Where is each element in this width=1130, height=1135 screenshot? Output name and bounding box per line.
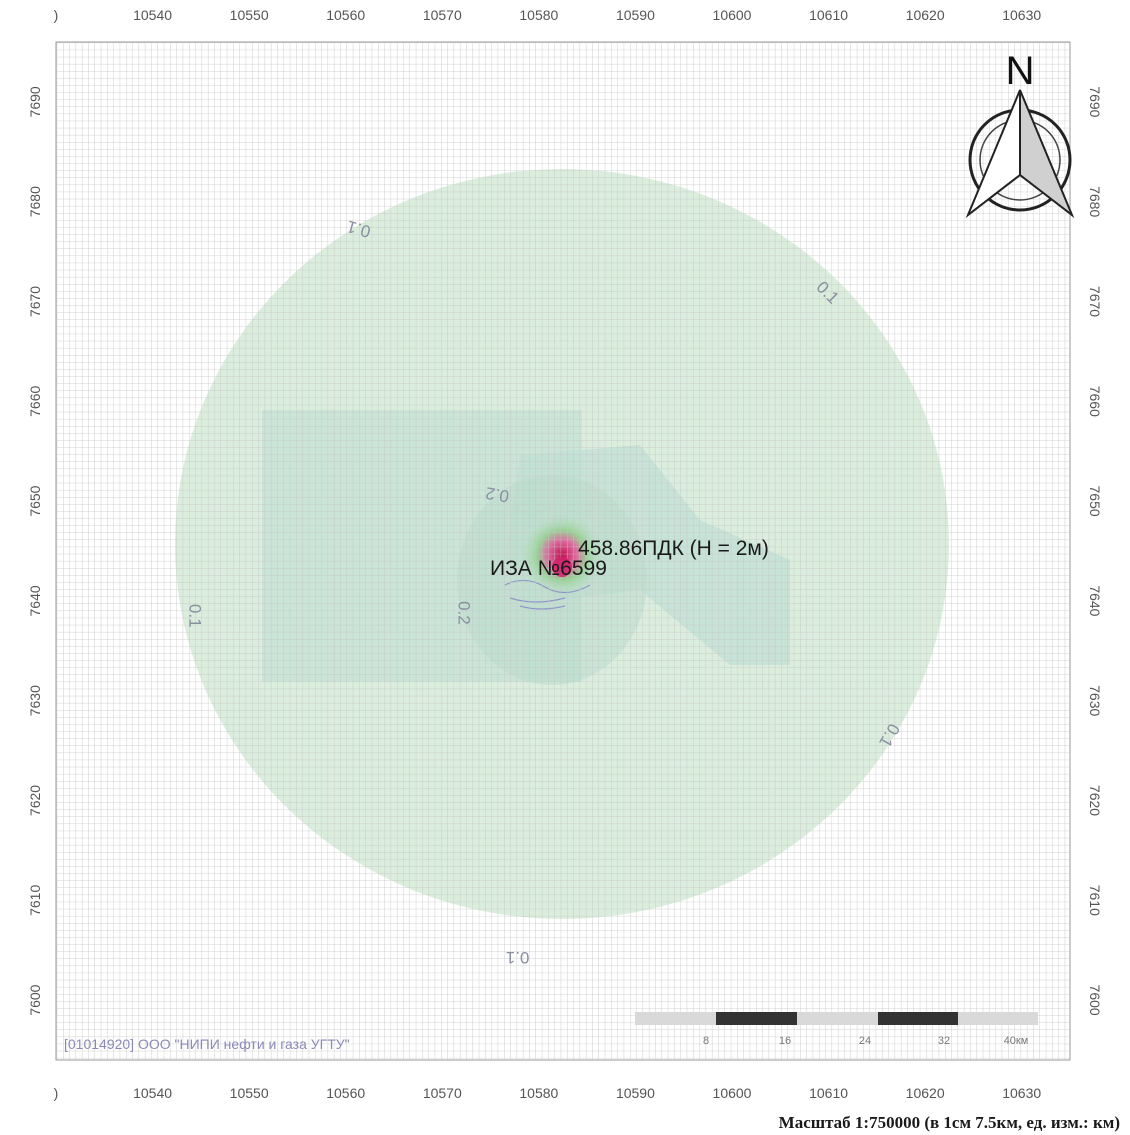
scale-tick-16: 16 bbox=[779, 1035, 791, 1047]
y-tick-right-label: 7610 bbox=[1087, 885, 1103, 916]
y-tick-right-label: 7600 bbox=[1087, 985, 1103, 1016]
x-tick-top-label: 10550 bbox=[230, 7, 269, 23]
x-tick-top-label: 10620 bbox=[906, 7, 945, 23]
y-tick-right-label: 7680 bbox=[1087, 186, 1103, 217]
north-arrow: N bbox=[965, 49, 1075, 219]
scale-segment-4 bbox=[878, 1012, 958, 1025]
x-tick-top-label: ) bbox=[54, 7, 59, 23]
y-tick-left-label: 7690 bbox=[27, 86, 43, 117]
contour-value-label: 0.1 bbox=[185, 604, 204, 628]
contour-value-label: 0.1 bbox=[506, 948, 530, 967]
y-tick-left-label: 7610 bbox=[27, 885, 43, 916]
x-tick-top-label: 10600 bbox=[713, 7, 752, 23]
y-tick-left-label: 7640 bbox=[27, 585, 43, 616]
x-axis-bottom: ) 10540 10550 10560 10570 10580 10590 10600 1061… bbox=[54, 1085, 1042, 1101]
x-tick-bottom-label: 10540 bbox=[133, 1085, 172, 1101]
y-tick-left-label: 7630 bbox=[27, 685, 43, 716]
y-tick-left-label: 7620 bbox=[27, 785, 43, 816]
scale-tick-32: 32 bbox=[938, 1035, 950, 1047]
scale-tick-40: 40км bbox=[1004, 1035, 1029, 1047]
x-tick-bottom-label: ) bbox=[54, 1085, 59, 1101]
scale-segment-3 bbox=[797, 1012, 878, 1025]
x-tick-top-label: 10590 bbox=[616, 7, 655, 23]
scale-caption: Масштаб 1:750000 (в 1см 7.5км, ед. изм.:… bbox=[779, 1113, 1120, 1132]
y-tick-left-label: 7660 bbox=[27, 386, 43, 417]
x-tick-top-label: 10560 bbox=[326, 7, 365, 23]
x-tick-bottom-label: 10550 bbox=[230, 1085, 269, 1101]
x-tick-bottom-label: 10600 bbox=[713, 1085, 752, 1101]
x-tick-bottom-label: 10580 bbox=[519, 1085, 558, 1101]
y-tick-right-label: 7650 bbox=[1087, 486, 1103, 517]
scale-segment-5 bbox=[958, 1012, 1038, 1025]
x-tick-bottom-label: 10560 bbox=[326, 1085, 365, 1101]
y-tick-right-label: 7630 bbox=[1087, 685, 1103, 716]
x-axis-top: ) 10540 10550 10560 10570 10580 10590 10600 1061… bbox=[54, 7, 1042, 23]
x-tick-bottom-label: 10620 bbox=[906, 1085, 945, 1101]
x-tick-top-label: 10570 bbox=[423, 7, 462, 23]
y-tick-right-label: 7670 bbox=[1087, 286, 1103, 317]
y-axis-left: 7600 7610 7620 7630 7640 7650 7660 7670 7680 7690 bbox=[27, 86, 43, 1016]
x-tick-bottom-label: 10630 bbox=[1002, 1085, 1041, 1101]
x-tick-top-label: 10580 bbox=[519, 7, 558, 23]
y-tick-left-label: 7650 bbox=[27, 485, 43, 516]
scale-bar: 8 16 24 32 40км bbox=[635, 1012, 1038, 1047]
organization-credit: [01014920] ООО "НИПИ нефти и газа УГТУ" bbox=[64, 1036, 350, 1052]
max-concentration-label: 458.86ПДК (Н = 2м) bbox=[578, 537, 769, 560]
x-tick-bottom-label: 10590 bbox=[616, 1085, 655, 1101]
contour-value-label: 0.2 bbox=[455, 601, 474, 625]
scale-tick-8: 8 bbox=[703, 1035, 709, 1047]
y-tick-left-label: 7600 bbox=[27, 984, 43, 1015]
y-tick-right-label: 7620 bbox=[1087, 785, 1103, 816]
x-tick-top-label: 10630 bbox=[1002, 7, 1041, 23]
y-tick-right-label: 7640 bbox=[1087, 585, 1103, 616]
scale-segment-2 bbox=[716, 1012, 797, 1025]
north-label: N bbox=[1006, 49, 1035, 93]
y-axis-right: 7600 7610 7620 7630 7640 7650 7660 7670 7680 7690 bbox=[1087, 86, 1103, 1016]
contour-value-label: 0.2 bbox=[484, 483, 511, 506]
emission-source: 458.86ПДК (Н = 2м) ИЗА №6599 bbox=[490, 537, 769, 580]
y-tick-right-label: 7660 bbox=[1087, 386, 1103, 417]
y-tick-left-label: 7670 bbox=[27, 286, 43, 317]
x-tick-top-label: 10540 bbox=[133, 7, 172, 23]
scale-segment-1 bbox=[635, 1012, 716, 1025]
x-tick-bottom-label: 10610 bbox=[809, 1085, 848, 1101]
source-marker bbox=[552, 556, 573, 577]
north-arrow-right-icon bbox=[1019, 89, 1075, 219]
x-tick-bottom-label: 10570 bbox=[423, 1085, 462, 1101]
x-tick-top-label: 10610 bbox=[809, 7, 848, 23]
y-tick-left-label: 7680 bbox=[27, 186, 43, 217]
source-name-label: ИЗА №6599 bbox=[490, 557, 607, 580]
y-tick-right-label: 7690 bbox=[1087, 86, 1103, 117]
scale-tick-24: 24 bbox=[859, 1035, 871, 1047]
